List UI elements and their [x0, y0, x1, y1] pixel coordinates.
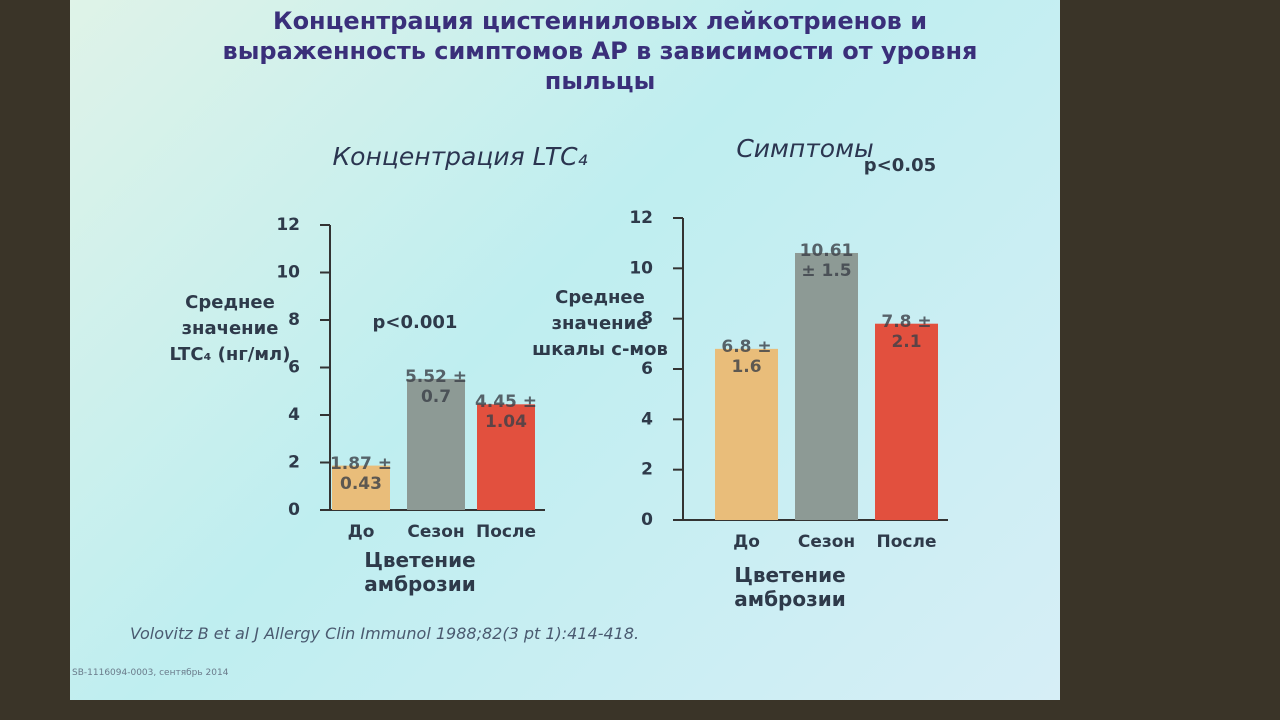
bar: [407, 378, 465, 510]
bar: [332, 465, 390, 510]
x-tick-label: Сезон: [798, 532, 855, 552]
chart-title: Симптомы: [736, 134, 874, 163]
x-axis-label: Цветение амброзии: [364, 548, 476, 596]
annotation: p<0.05: [863, 155, 937, 176]
y-tick-label: 12: [276, 215, 300, 235]
slide-title: Концентрация цистеиниловых лейкотриенов …: [222, 7, 978, 95]
value-label: 6.8 ± 1.6: [721, 336, 772, 377]
x-tick-label: После: [476, 522, 536, 542]
bar: [477, 404, 535, 510]
bar: [875, 323, 938, 520]
y-tick-label: 8: [641, 309, 653, 329]
y-tick-label: 8: [288, 310, 300, 330]
y-tick-label: 10: [629, 258, 653, 278]
x-tick-label: До: [348, 522, 375, 542]
chart-title: Концентрация LTC₄: [332, 142, 588, 171]
bar: [795, 252, 858, 520]
value-label: 5.52 ± 0.7: [404, 366, 468, 407]
bar: [715, 348, 778, 520]
y-tick-label: 2: [641, 460, 653, 480]
y-axis-label: Среднее значение LTC₄ (нг/мл): [169, 292, 291, 365]
value-label: 4.45 ± 1.04: [474, 392, 538, 433]
footer: SB-1116094-0003, сентябрь 2014: [72, 668, 229, 678]
y-tick-label: 6: [288, 358, 300, 378]
y-tick-label: 10: [276, 263, 300, 283]
y-tick-label: 12: [629, 208, 653, 228]
annotation: p<0.001: [372, 312, 458, 333]
value-label: 10.61 ± 1.5: [799, 240, 854, 281]
y-tick-label: 0: [641, 510, 653, 530]
x-axis-label: Цветение амброзии: [734, 563, 846, 611]
citation: Volovitz B et al J Allergy Clin Immunol …: [130, 624, 640, 643]
y-tick-label: 2: [288, 453, 300, 473]
x-tick-label: Сезон: [407, 522, 464, 542]
y-axis-label: Среднее значение шкалы с-мов: [532, 287, 668, 360]
value-label: 1.87 ± 0.43: [329, 453, 393, 494]
value-label: 7.8 ± 2.1: [881, 311, 932, 352]
y-tick-label: 4: [288, 405, 300, 425]
x-tick-label: После: [877, 532, 937, 552]
y-tick-label: 4: [641, 409, 653, 429]
y-tick-label: 6: [641, 359, 653, 379]
y-tick-label: 0: [288, 500, 300, 520]
x-tick-label: До: [733, 532, 760, 552]
